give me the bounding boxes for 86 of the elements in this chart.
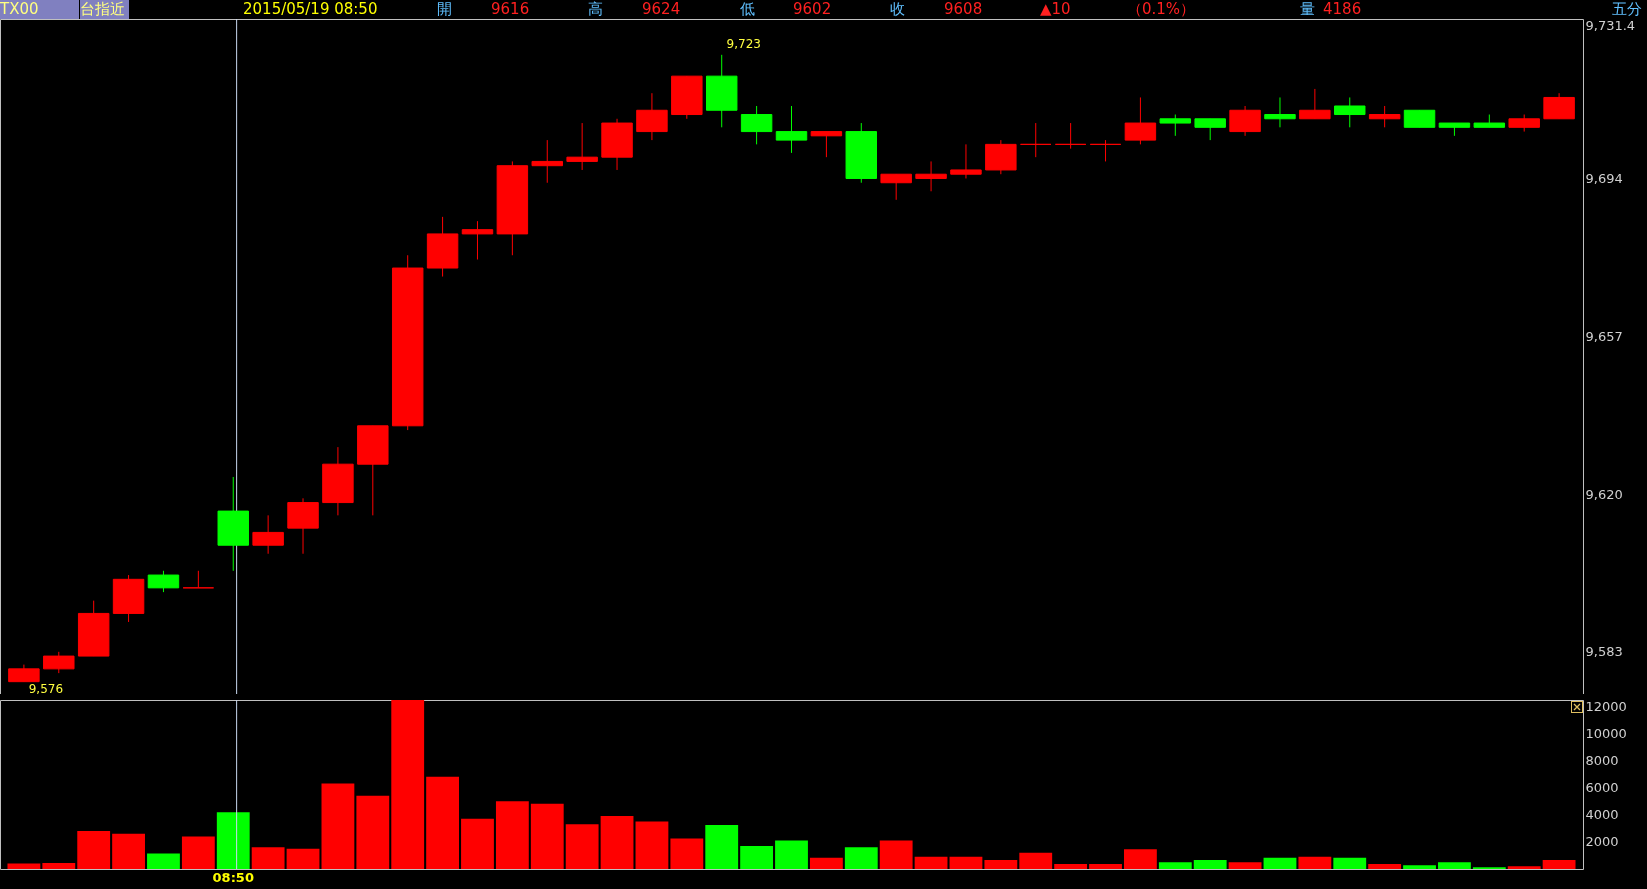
bar — [181, 836, 215, 869]
text: 收 — [890, 0, 905, 19]
bar — [1403, 865, 1436, 869]
y-tick-label: 4000 — [1585, 807, 1619, 823]
y-tick-label: 9,694 — [1585, 170, 1623, 186]
bar — [775, 840, 808, 869]
y-tick-label: 9,731.4 — [1585, 17, 1636, 33]
bar — [1542, 859, 1576, 869]
bar — [112, 833, 145, 869]
bar — [600, 816, 634, 869]
text: 五分 — [1612, 0, 1642, 19]
bar — [1263, 857, 1297, 869]
bar — [1193, 859, 1227, 869]
bar — [879, 840, 913, 869]
text: 量 — [1300, 0, 1315, 19]
y-tick-label: 6000 — [1585, 780, 1619, 796]
text: TX00 — [0, 0, 79, 19]
text: 2015/05/19 08:50 — [243, 0, 378, 19]
text: 台指近 — [80, 0, 129, 19]
annotation: 9,576 — [28, 681, 64, 696]
bar — [984, 859, 1018, 869]
bar — [251, 847, 285, 869]
bar — [42, 862, 76, 869]
candlestick — [915, 160, 947, 192]
text: 08:50 — [212, 870, 254, 885]
bar — [1368, 864, 1402, 869]
candlestick — [182, 570, 215, 589]
bar — [949, 856, 983, 869]
y-tick-label: 8000 — [1585, 752, 1619, 768]
bar — [1089, 864, 1122, 869]
bar — [391, 700, 425, 869]
bar — [1333, 857, 1367, 869]
candlestick — [566, 122, 598, 171]
bar — [356, 795, 390, 869]
candlestick — [531, 139, 563, 184]
bar — [1158, 862, 1192, 869]
bar — [914, 856, 948, 869]
bar — [1123, 849, 1157, 869]
text: 高 — [588, 0, 603, 19]
annotation: 9,723 — [726, 36, 761, 51]
bar — [530, 803, 564, 869]
bar — [1507, 866, 1541, 869]
bar — [1298, 856, 1332, 869]
bar — [844, 847, 878, 869]
text: 開 — [437, 0, 452, 19]
text: 低 — [740, 0, 755, 19]
bar — [635, 821, 669, 869]
text: 9624 — [642, 0, 681, 19]
candlestick — [1089, 139, 1122, 162]
y-tick-label: 9,583 — [1585, 644, 1623, 660]
y-tick-label: 12000 — [1585, 698, 1627, 714]
text: 9608 — [944, 0, 983, 19]
bar — [670, 838, 704, 869]
candlestick — [1159, 114, 1192, 137]
bar — [426, 776, 460, 869]
text: 9616 — [491, 0, 530, 19]
bar — [1019, 852, 1053, 869]
y-tick-label: 9,657 — [1585, 328, 1623, 344]
bar — [7, 863, 41, 869]
bar — [147, 853, 180, 869]
candlestick — [1264, 96, 1296, 128]
bar — [495, 801, 529, 869]
bar — [565, 824, 599, 869]
y-tick-label: 2000 — [1585, 834, 1619, 850]
bar — [321, 783, 355, 869]
candlestick — [461, 220, 494, 260]
bar — [705, 824, 739, 869]
candlestick — [1054, 122, 1087, 150]
bar — [77, 830, 111, 869]
candlestick — [950, 143, 982, 179]
candlestick — [1020, 122, 1052, 158]
bar — [1054, 864, 1088, 869]
bar — [461, 818, 494, 869]
bar — [740, 845, 774, 869]
bar — [286, 848, 320, 869]
bar — [216, 812, 250, 869]
bar — [809, 857, 843, 869]
text: （0.1%） — [1127, 0, 1196, 19]
bar — [1228, 862, 1262, 869]
candlestick — [810, 131, 843, 158]
y-tick-label: 9,620 — [1585, 486, 1623, 502]
text: ▲10 — [1040, 0, 1071, 19]
text: 9602 — [793, 0, 832, 19]
y-tick-label: 10000 — [1585, 725, 1627, 741]
text: 4186 — [1323, 0, 1362, 19]
bar — [1438, 862, 1471, 869]
